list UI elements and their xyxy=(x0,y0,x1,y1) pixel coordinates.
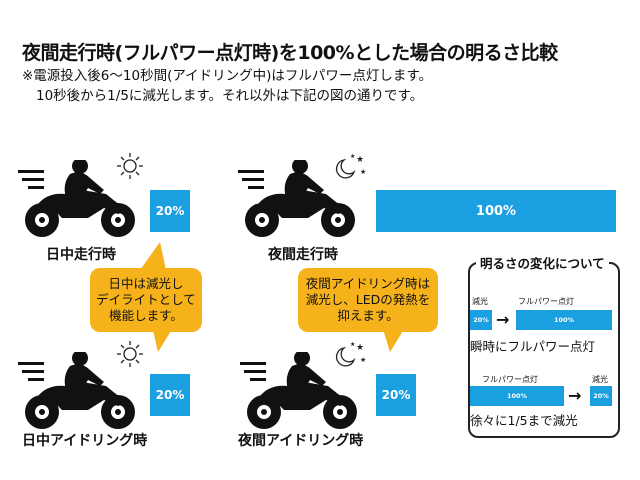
bubble-pointer xyxy=(382,326,406,352)
svg-text:★: ★ xyxy=(360,168,366,176)
day-idling-label: 日中アイドリング時 xyxy=(22,433,148,449)
gradual-to-label: 減光 xyxy=(592,375,608,384)
day-bubble: 日中は減光し デイライトとして 機能します。 xyxy=(90,268,202,332)
arrow-right-icon: → xyxy=(568,386,582,405)
day-bubble-line: デイライトとして xyxy=(96,292,196,307)
instant-from-label: 減光 xyxy=(472,297,488,306)
sun-icon xyxy=(117,341,143,367)
night-riding-label: 夜間走行時 xyxy=(268,247,338,263)
day-bubble-line: 日中は減光し xyxy=(108,276,184,291)
page-title: 夜間走行時(フルパワー点灯時)を100%とした場合の明るさ比較 xyxy=(22,42,558,64)
night-bubble: 夜間アイドリング時は 減光し、LEDの発熱を 抑えます。 xyxy=(298,268,438,332)
svg-text:★: ★ xyxy=(350,341,355,348)
gradual-caption: 徐々に1/5まで減光 xyxy=(470,413,578,428)
note-line-1: ※電源投入後6〜10秒間(アイドリング中)はフルパワー点灯します。 xyxy=(22,68,433,84)
gradual-from-bar: 100% xyxy=(470,386,564,406)
night-bubble-line: 抑えます。 xyxy=(337,308,399,323)
svg-text:★: ★ xyxy=(356,343,364,353)
svg-text:★: ★ xyxy=(360,356,366,364)
arrow-right-icon: → xyxy=(496,310,510,329)
bubble-pointer xyxy=(140,242,166,270)
instant-to-bar: 100% xyxy=(516,310,612,330)
instant-to-label: フルパワー点灯 xyxy=(518,297,574,306)
moon-stars-icon: ★★★ xyxy=(335,341,366,367)
moon-stars-icon: ★★★ xyxy=(335,153,366,179)
night-idling-bar: 20% xyxy=(376,374,416,416)
bubble-pointer xyxy=(152,326,174,352)
gradual-from-label: フルパワー点灯 xyxy=(482,375,538,384)
sun-icon xyxy=(117,153,143,179)
night-bubble-line: 減光し、LEDの発熱を xyxy=(305,292,431,307)
instant-from-bar: 20% xyxy=(470,310,492,330)
day-bubble-line: 機能します。 xyxy=(109,308,183,323)
note-line-2: 10秒後から1/5に減光します。それ以外は下記の図の通りです。 xyxy=(36,88,424,104)
day-riding-bar: 20% xyxy=(150,190,190,232)
day-riding-label: 日中走行時 xyxy=(46,247,116,263)
night-idling-label: 夜間アイドリング時 xyxy=(238,433,364,449)
night-riding-bar: 100% xyxy=(376,190,616,232)
instant-caption: 瞬時にフルパワー点灯 xyxy=(470,339,596,354)
gradual-to-bar: 20% xyxy=(590,386,612,406)
legend-title: 明るさの変化について xyxy=(476,253,609,272)
svg-text:★: ★ xyxy=(356,155,364,165)
night-bubble-line: 夜間アイドリング時は xyxy=(305,276,431,291)
day-idling-bar: 20% xyxy=(150,374,190,416)
svg-text:★: ★ xyxy=(350,153,355,160)
